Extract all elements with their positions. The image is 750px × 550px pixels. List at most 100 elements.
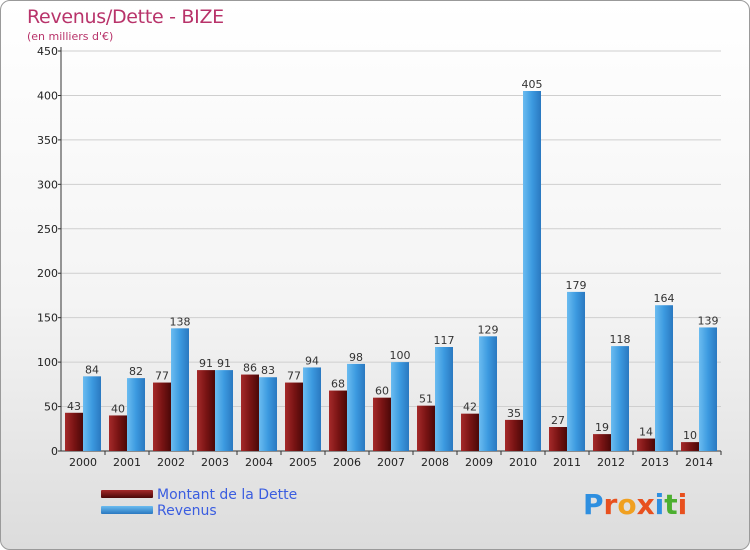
bar-dette — [109, 415, 127, 451]
bar-revenus — [391, 362, 409, 451]
value-label-dette: 77 — [287, 370, 301, 383]
bar-revenus — [259, 377, 277, 451]
logo-letter: P — [583, 488, 604, 521]
bar-revenus — [523, 91, 541, 451]
bar-dette — [417, 405, 435, 451]
bar-revenus — [567, 291, 585, 451]
bar-revenus — [83, 376, 101, 451]
x-tick-label: 2002 — [157, 456, 185, 469]
y-tick-label: 450 — [37, 45, 58, 58]
chart-subtitle: (en milliers d'€) — [27, 30, 114, 43]
x-tick-label: 2000 — [69, 456, 97, 469]
y-tick-label: 250 — [37, 223, 58, 236]
bar-revenus — [479, 336, 497, 451]
value-label-revenus: 405 — [522, 78, 543, 91]
value-label-revenus: 82 — [129, 365, 143, 378]
x-tick-label: 2009 — [465, 456, 493, 469]
x-tick-label: 2006 — [333, 456, 361, 469]
logo-letter: i — [654, 488, 665, 521]
x-tick-label: 2013 — [641, 456, 669, 469]
bar-revenus — [303, 367, 321, 451]
value-label-revenus: 84 — [85, 363, 99, 376]
bar-revenus — [127, 378, 145, 451]
x-tick-label: 2014 — [685, 456, 713, 469]
x-tick-label: 2007 — [377, 456, 405, 469]
legend-label-revenus: Revenus — [157, 503, 217, 519]
value-label-dette: 77 — [155, 370, 169, 383]
value-label-revenus: 138 — [170, 315, 191, 328]
value-label-dette: 43 — [67, 400, 81, 413]
value-label-revenus: 129 — [478, 323, 499, 336]
value-label-revenus: 118 — [610, 333, 631, 346]
x-tick-label: 2005 — [289, 456, 317, 469]
value-label-dette: 42 — [463, 401, 477, 414]
bar-revenus — [347, 363, 365, 451]
value-label-revenus: 139 — [698, 314, 719, 327]
bar-dette — [329, 390, 347, 451]
x-tick-label: 2010 — [509, 456, 537, 469]
bar-dette — [285, 382, 303, 451]
value-label-revenus: 117 — [434, 334, 455, 347]
bars — [65, 91, 717, 451]
data-labels: 43 84 40 82 77 138 91 91 86 83 77 94 68 98 60 100 51 117 4… — [67, 78, 719, 442]
bar-dette — [461, 413, 479, 451]
value-label-dette: 35 — [507, 407, 521, 420]
logo-letter: i — [677, 488, 688, 521]
bar-revenus — [699, 327, 717, 451]
value-label-revenus: 100 — [390, 349, 411, 362]
logo-letter: t — [664, 488, 678, 521]
x-tick-label: 2003 — [201, 456, 229, 469]
y-tick-label: 50 — [44, 401, 58, 414]
value-label-revenus: 179 — [566, 279, 587, 292]
x-tick-label: 2011 — [553, 456, 581, 469]
value-label-revenus: 83 — [261, 364, 275, 377]
value-label-revenus: 94 — [305, 354, 319, 367]
chart-title: Revenus/Dette - BIZE — [27, 6, 224, 28]
legend-swatch-dette — [101, 490, 153, 498]
y-tick-label: 400 — [37, 89, 58, 102]
value-label-dette: 68 — [331, 378, 345, 391]
value-label-dette: 10 — [683, 429, 697, 442]
legend-label-dette: Montant de la Dette — [157, 487, 298, 503]
value-label-revenus: 98 — [349, 351, 363, 364]
y-tick-label: 150 — [37, 312, 58, 325]
value-label-dette: 19 — [595, 421, 609, 434]
bar-dette — [197, 370, 215, 451]
x-tick-label: 2004 — [245, 456, 273, 469]
bar-dette — [65, 412, 83, 451]
bar-dette — [153, 382, 171, 451]
y-tick-label: 100 — [37, 356, 58, 369]
bar-dette — [505, 419, 523, 451]
bar-dette — [241, 374, 259, 451]
y-tick-label: 0 — [51, 445, 58, 458]
value-label-dette: 40 — [111, 402, 125, 415]
legend-swatch-revenus — [101, 506, 153, 514]
value-label-dette: 91 — [199, 357, 213, 370]
value-label-revenus: 91 — [217, 357, 231, 370]
x-tick-label: 2008 — [421, 456, 449, 469]
proxiti-logo: Proxiti — [583, 488, 687, 521]
bar-revenus — [215, 370, 233, 451]
bar-revenus — [171, 328, 189, 451]
value-label-dette: 14 — [639, 426, 653, 439]
y-tick-label: 200 — [37, 267, 58, 280]
bar-dette — [681, 442, 699, 451]
y-tick-label: 300 — [37, 178, 58, 191]
x-tick-label: 2012 — [597, 456, 625, 469]
bar-revenus — [435, 347, 453, 451]
x-tick-label: 2001 — [113, 456, 141, 469]
bar-revenus — [655, 305, 673, 451]
bar-dette — [549, 427, 567, 451]
bar-dette — [373, 397, 391, 451]
value-label-dette: 27 — [551, 414, 565, 427]
bar-revenus — [611, 346, 629, 451]
value-label-revenus: 164 — [654, 292, 675, 305]
bar-dette — [637, 438, 655, 451]
y-tick-label: 350 — [37, 134, 58, 147]
logo-letter: r — [603, 488, 618, 521]
bar-dette — [593, 434, 611, 451]
logo-letter: o — [617, 488, 637, 521]
value-label-dette: 51 — [419, 393, 433, 406]
